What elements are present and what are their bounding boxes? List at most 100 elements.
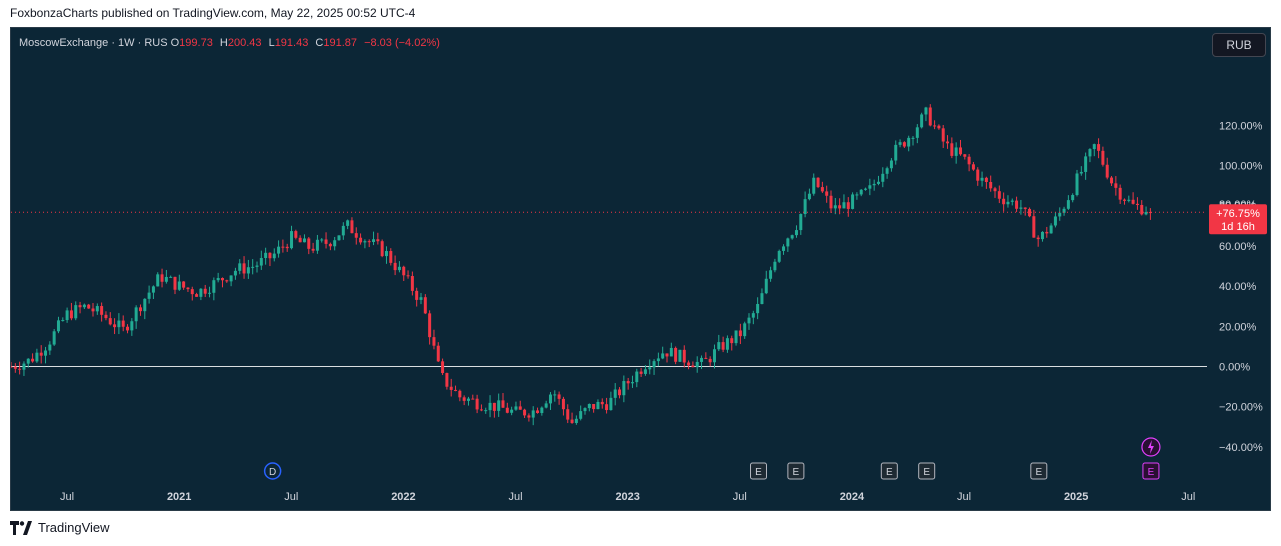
candle-down: [963, 154, 967, 157]
candle-up: [734, 330, 738, 344]
candle-up: [872, 183, 876, 186]
candle-down: [298, 237, 302, 243]
candle-up: [1127, 199, 1131, 201]
candle-up: [743, 323, 747, 337]
candle-up: [851, 194, 855, 209]
y-tick-label: 40.00%: [1219, 281, 1257, 293]
earnings-marker[interactable]: [750, 462, 767, 480]
candle-down: [527, 415, 531, 418]
candle-up: [169, 276, 173, 278]
x-tick-label: Jul: [957, 491, 971, 503]
candle-up: [700, 357, 704, 362]
candle-down: [328, 243, 332, 247]
candle-down: [126, 326, 130, 331]
candle-down: [91, 308, 95, 312]
candle-down: [441, 361, 445, 374]
candle-down: [324, 239, 328, 244]
candle-up: [782, 246, 786, 251]
candle-down: [354, 233, 358, 238]
y-tick-label: 60.00%: [1219, 241, 1257, 253]
candle-up: [117, 320, 121, 328]
candle-up: [652, 361, 656, 368]
candle-down: [423, 297, 427, 314]
candle-down: [570, 419, 574, 424]
earnings-marker[interactable]: [918, 462, 936, 480]
candle-up: [497, 400, 501, 411]
candle-down: [367, 241, 371, 243]
x-tick-label: 2023: [615, 491, 639, 503]
candle-up: [1144, 212, 1148, 215]
candle-down: [186, 287, 190, 290]
candlestick-chart[interactable]: 120.00%100.00%80.00%60.00%40.00%20.00%0.…: [11, 28, 1270, 510]
candle-down: [561, 398, 565, 410]
candle-up: [635, 371, 639, 383]
candle-down: [475, 398, 479, 410]
candle-down: [518, 406, 522, 410]
candle-up: [1058, 212, 1062, 217]
candle-up: [920, 114, 924, 128]
y-tick-label: 0.00%: [1219, 362, 1250, 374]
lightning-icon[interactable]: [1141, 437, 1161, 457]
candle-down: [393, 262, 397, 271]
earnings-marker[interactable]: [787, 462, 805, 480]
candle-up: [661, 353, 665, 359]
candle-up: [609, 397, 613, 411]
earnings-marker[interactable]: [1142, 462, 1160, 480]
candle-up: [233, 270, 237, 276]
candle-up: [596, 401, 600, 410]
candle-down: [268, 252, 272, 259]
candle-down: [997, 191, 1001, 199]
candle-up: [1062, 208, 1066, 213]
candle-up: [333, 240, 337, 247]
currency-button[interactable]: RUB: [1212, 33, 1266, 57]
candle-down: [406, 275, 410, 277]
candle-down: [380, 241, 384, 257]
candle-up: [924, 107, 928, 115]
candle-down: [838, 205, 842, 209]
candle-up: [52, 331, 56, 345]
candle-up: [885, 168, 889, 174]
candle-down: [989, 181, 993, 189]
candle-up: [320, 239, 324, 241]
candle-down: [738, 330, 742, 337]
candle-up: [346, 220, 350, 226]
candle-up: [22, 363, 26, 370]
candle-up: [669, 347, 673, 357]
candle-down: [78, 305, 82, 308]
earnings-marker[interactable]: [1030, 462, 1048, 480]
candle-up: [134, 307, 138, 322]
earnings-marker[interactable]: [880, 462, 898, 480]
candle-down: [846, 202, 850, 209]
candle-up: [907, 137, 911, 147]
candle-down: [350, 220, 354, 234]
candle-up: [622, 381, 626, 396]
candle-down: [566, 409, 570, 420]
candle-up: [613, 389, 617, 398]
candle-down: [950, 143, 954, 156]
candle-down: [682, 349, 686, 363]
candle-up: [56, 320, 60, 332]
candle-down: [1002, 198, 1006, 205]
candle-up: [894, 144, 898, 161]
candle-up: [1071, 195, 1075, 201]
candle-down: [946, 141, 950, 144]
y-tick-label: −40.00%: [1219, 442, 1263, 454]
candle-up: [216, 278, 220, 281]
candle-up: [337, 235, 341, 241]
candle-up: [61, 320, 65, 322]
candle-up: [1075, 173, 1079, 196]
candle-down: [203, 288, 207, 294]
candle-up: [717, 342, 721, 350]
candle-up: [44, 350, 48, 356]
candle-down: [993, 188, 997, 192]
candle-up: [587, 403, 591, 409]
candle-down: [1148, 212, 1152, 214]
candle-up: [876, 181, 880, 184]
candle-down: [173, 276, 177, 290]
candle-down: [721, 342, 725, 350]
dividend-marker[interactable]: [263, 462, 282, 480]
candle-down: [665, 353, 669, 357]
chart-frame[interactable]: 120.00%100.00%80.00%60.00%40.00%20.00%0.…: [10, 27, 1271, 511]
candle-down: [937, 125, 941, 129]
candle-down: [626, 381, 630, 384]
